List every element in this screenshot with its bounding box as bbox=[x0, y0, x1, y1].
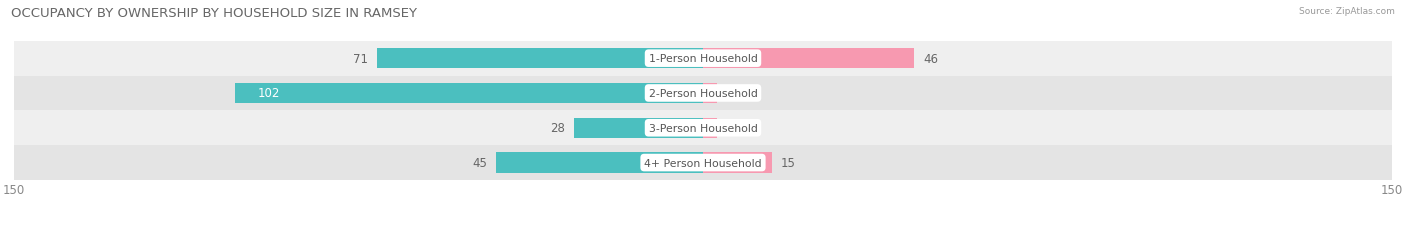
Bar bbox=[377, 49, 703, 69]
Text: 2-Person Household: 2-Person Household bbox=[648, 88, 758, 99]
Text: 102: 102 bbox=[257, 87, 280, 100]
Text: Source: ZipAtlas.com: Source: ZipAtlas.com bbox=[1299, 7, 1395, 16]
Bar bbox=[14, 76, 1392, 111]
Text: 1-Person Household: 1-Person Household bbox=[648, 54, 758, 64]
Text: 3-Person Household: 3-Person Household bbox=[648, 123, 758, 133]
Text: 15: 15 bbox=[782, 156, 796, 169]
Text: 4+ Person Household: 4+ Person Household bbox=[644, 158, 762, 168]
Bar bbox=[496, 153, 703, 173]
Bar bbox=[575, 118, 703, 138]
Bar bbox=[235, 84, 703, 103]
Bar bbox=[703, 84, 717, 103]
Text: 46: 46 bbox=[924, 52, 938, 65]
Text: 45: 45 bbox=[472, 156, 486, 169]
Bar bbox=[14, 146, 1392, 180]
Text: 3: 3 bbox=[725, 122, 734, 135]
Bar bbox=[14, 111, 1392, 146]
Text: 71: 71 bbox=[353, 52, 368, 65]
Text: 28: 28 bbox=[550, 122, 565, 135]
Bar bbox=[703, 153, 772, 173]
Text: OCCUPANCY BY OWNERSHIP BY HOUSEHOLD SIZE IN RAMSEY: OCCUPANCY BY OWNERSHIP BY HOUSEHOLD SIZE… bbox=[11, 7, 418, 20]
Bar bbox=[703, 118, 717, 138]
Text: 3: 3 bbox=[725, 87, 734, 100]
Bar bbox=[703, 49, 914, 69]
Bar bbox=[14, 42, 1392, 76]
